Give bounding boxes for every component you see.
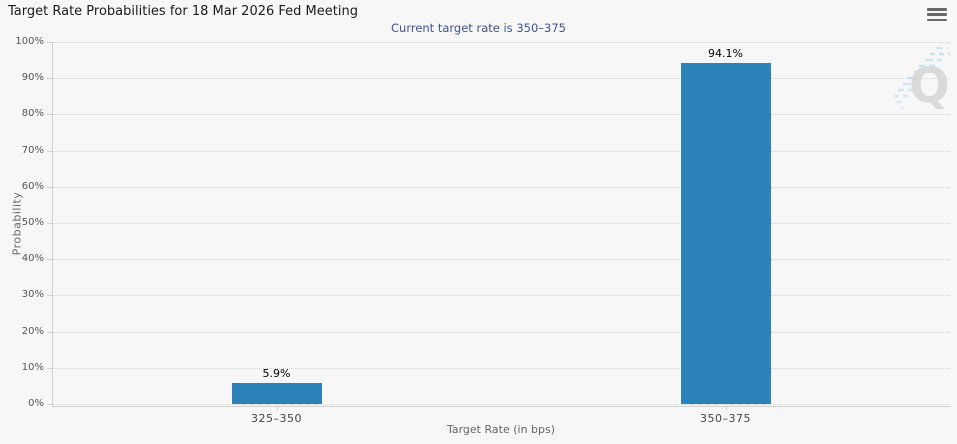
y-axis-tick — [47, 114, 52, 116]
chart-title: Target Rate Probabilities for 18 Mar 202… — [8, 4, 358, 19]
y-axis-tick — [47, 259, 52, 261]
watermark-letter: Q — [909, 58, 950, 114]
hamburger-icon — [927, 8, 947, 11]
axis-frame — [52, 42, 951, 407]
y-axis-tick — [47, 42, 52, 43]
y-axis-tick — [47, 186, 52, 188]
y-axis-tick — [47, 78, 52, 80]
x-axis-tick — [725, 406, 727, 410]
y-axis-label: 50% — [21, 217, 44, 228]
y-axis-tick — [47, 295, 52, 297]
gridline — [52, 295, 950, 297]
gridline — [52, 150, 950, 152]
gridline — [52, 78, 950, 80]
y-axis-tick — [47, 331, 52, 333]
x-axis-title: Target Rate (in bps) — [446, 423, 556, 436]
gridline — [52, 186, 950, 188]
y-axis-label: 30% — [21, 289, 44, 301]
y-axis-tick — [47, 367, 52, 369]
chart-subtitle: Current target rate is 350–375 — [391, 21, 566, 35]
y-axis-label: 90% — [21, 72, 44, 84]
bar-value-label: 5.9% — [262, 366, 291, 380]
hamburger-icon — [927, 13, 947, 16]
y-axis-tick — [47, 150, 52, 152]
gridline — [52, 42, 950, 43]
y-axis-label: 10% — [21, 361, 44, 373]
y-axis-label: 100% — [15, 36, 44, 47]
y-axis-label: 80% — [21, 108, 44, 120]
y-axis-label: 60% — [21, 180, 44, 192]
gridline — [52, 259, 950, 261]
bar-325–350[interactable] — [231, 382, 322, 404]
quandl-watermark-icon: Q — [894, 46, 950, 114]
gridline — [52, 114, 950, 116]
export-menu-button[interactable] — [926, 6, 948, 23]
x-axis-category-label: 325–350 — [251, 412, 302, 425]
gridline — [52, 367, 950, 369]
x-axis-category-label: 350–375 — [700, 412, 751, 425]
y-axis-label: 20% — [21, 325, 44, 337]
y-axis-tick — [47, 404, 52, 405]
y-axis-tick — [47, 223, 52, 224]
gridline — [52, 331, 950, 333]
hamburger-icon — [927, 18, 947, 21]
y-axis-label: 0% — [28, 398, 44, 409]
gridline — [52, 404, 950, 405]
bar-350–375[interactable] — [680, 63, 771, 404]
gridline — [52, 223, 950, 224]
y-axis-label: 70% — [21, 144, 44, 156]
x-axis-tick — [276, 406, 278, 410]
y-axis-label: 40% — [21, 253, 44, 265]
bar-value-label: 94.1% — [708, 47, 743, 61]
